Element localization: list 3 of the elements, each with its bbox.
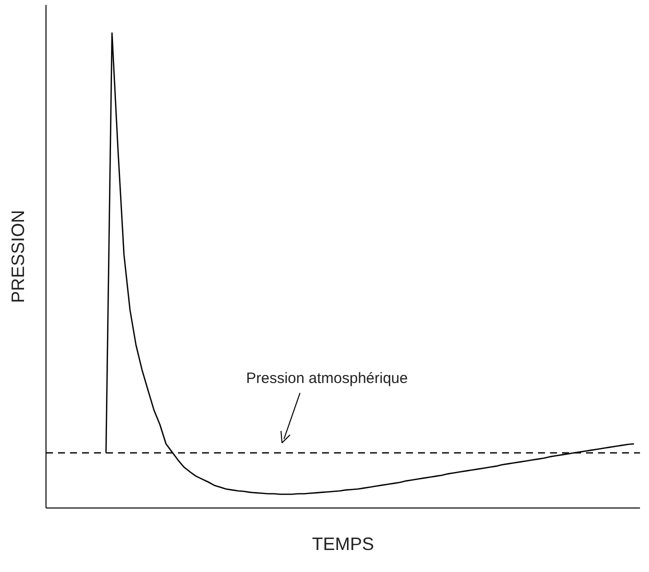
x-axis-title: TEMPS — [312, 534, 374, 554]
y-axis-title: PRESSION — [8, 210, 28, 304]
ref-line-label: Pression atmosphérique — [246, 370, 408, 387]
